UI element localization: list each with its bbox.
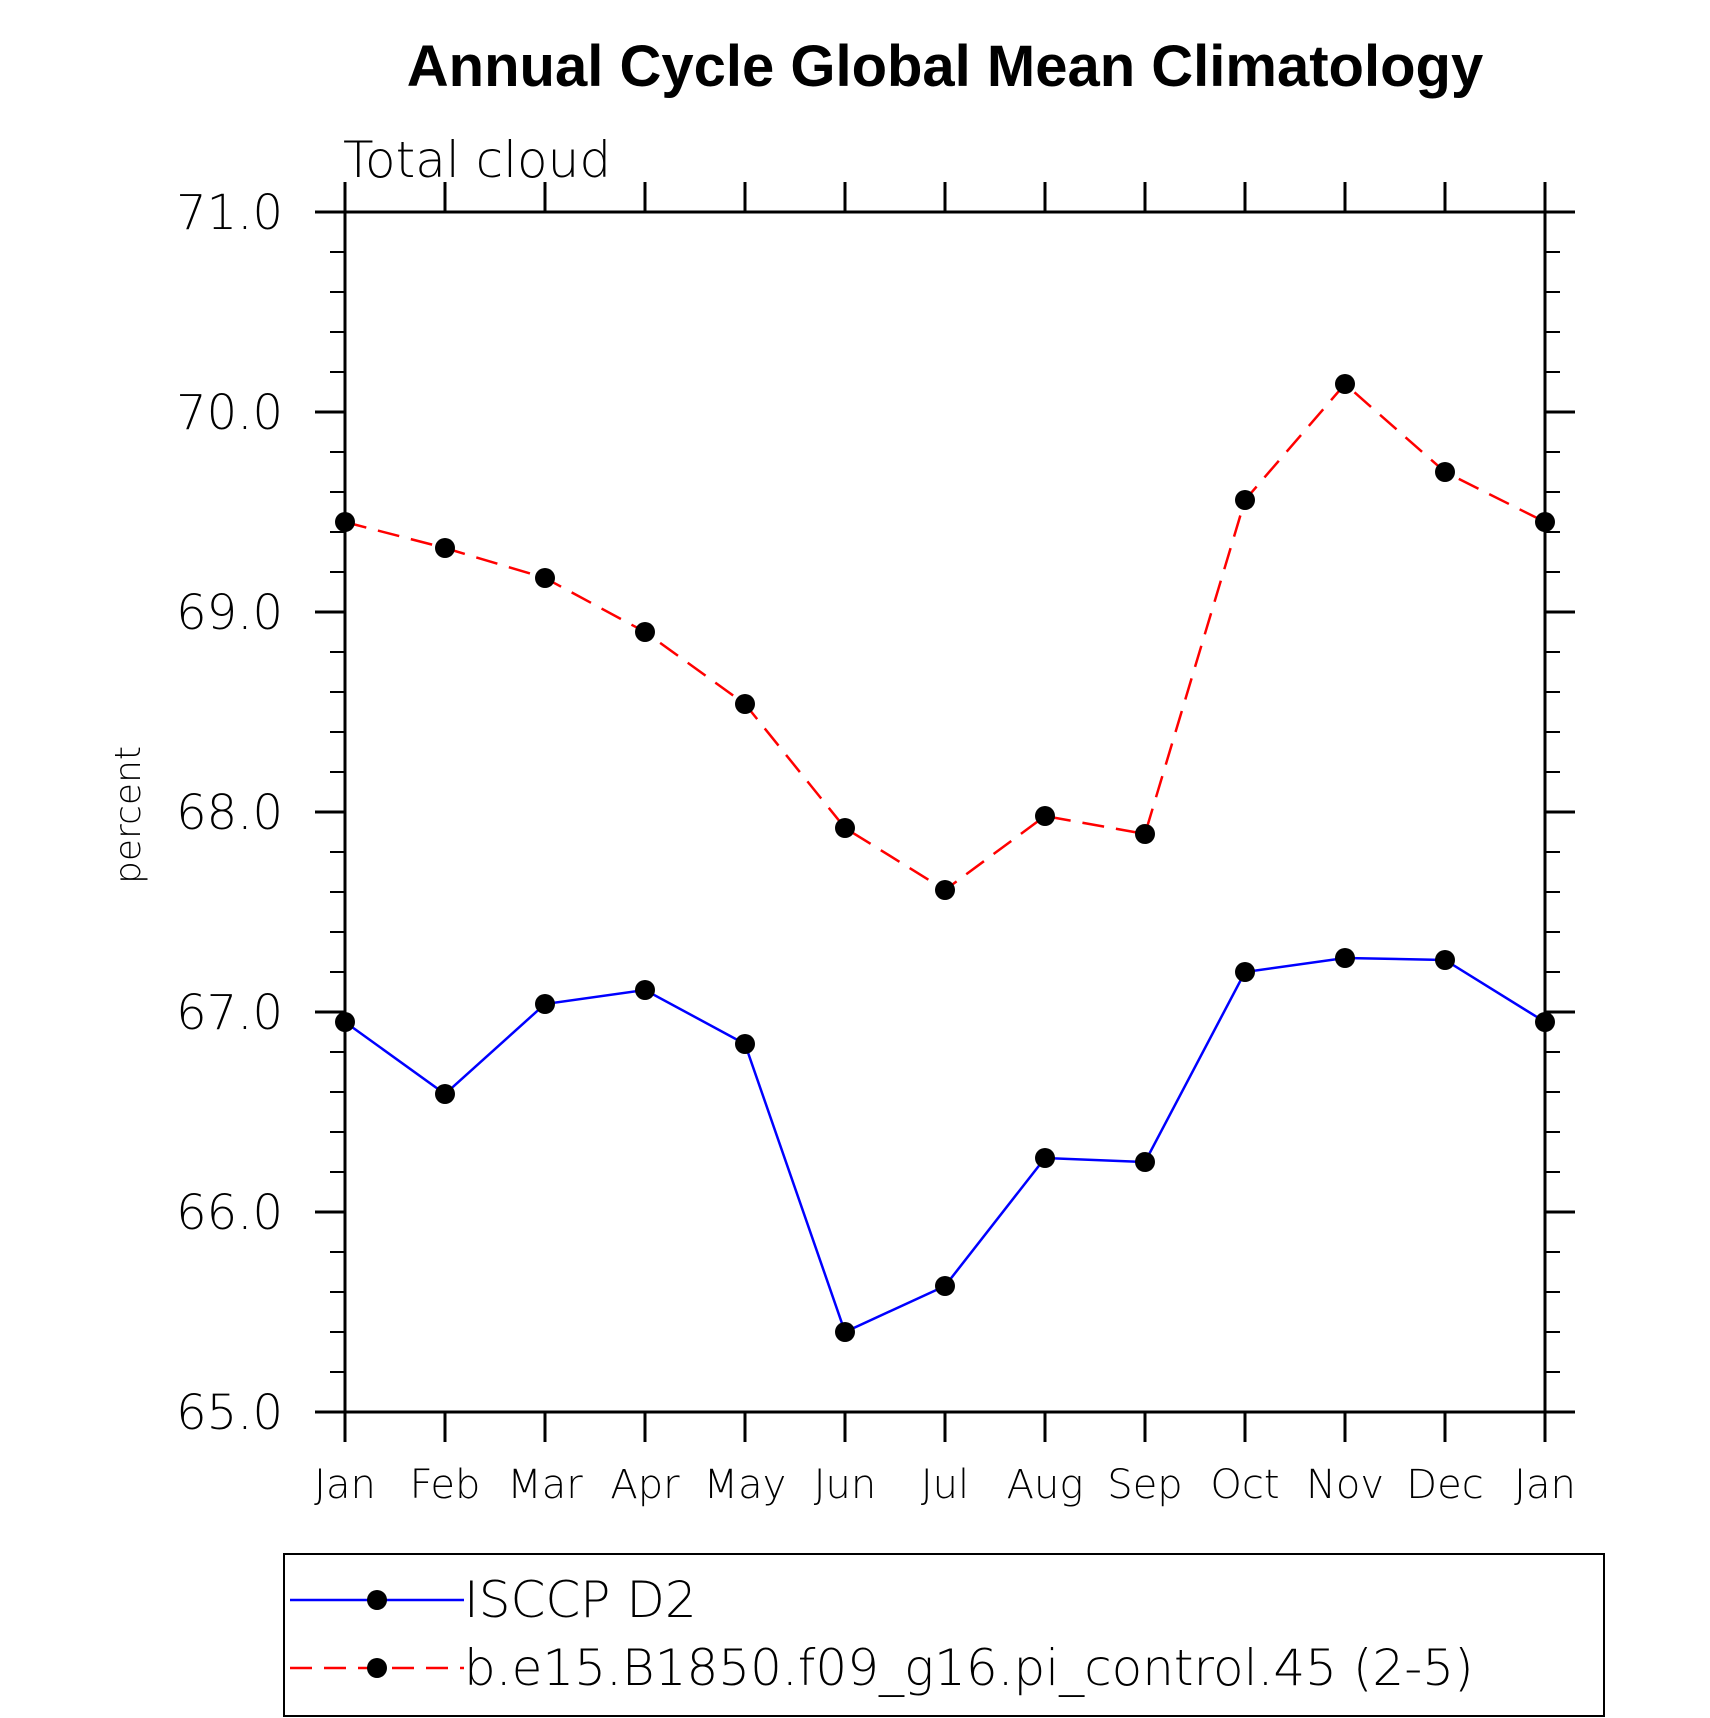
legend-marker — [367, 1658, 387, 1678]
y-tick-label: 71.0 — [176, 185, 283, 241]
legend-box — [283, 1553, 1605, 1717]
x-tick-label: Mar — [507, 1462, 583, 1508]
y-tick-label: 67.0 — [176, 985, 283, 1041]
data-point — [1235, 490, 1255, 510]
x-tick-label: Feb — [410, 1462, 481, 1508]
x-tick-label: May — [704, 1462, 787, 1508]
legend: ISCCP D2 b.e15.B1850.f09_g16.pi_control.4… — [283, 1553, 1605, 1717]
data-point — [1135, 1152, 1155, 1172]
x-tick-label: Jul — [921, 1462, 969, 1508]
x-tick-label: Jan — [1514, 1462, 1576, 1508]
x-tick-label: Nov — [1306, 1462, 1384, 1508]
data-point — [335, 512, 355, 532]
x-axis-ticks: Jan Feb Mar Apr May Jun Jul Aug Sep Oct Nov Dec Jan — [314, 182, 1576, 1508]
x-tick-label: Jun — [814, 1462, 877, 1508]
legend-items: ISCCP D2 b.e15.B1850.f09_g16.pi_control.4… — [290, 1571, 1474, 1697]
data-point — [1135, 824, 1155, 844]
data-point — [835, 1322, 855, 1342]
data-point — [735, 1034, 755, 1054]
data-point — [1035, 806, 1055, 826]
data-point — [1235, 962, 1255, 982]
data-series — [335, 374, 1555, 1342]
data-point — [435, 1084, 455, 1104]
data-point — [1535, 1012, 1555, 1032]
legend-item-1: ISCCP D2 — [290, 1571, 697, 1629]
data-point — [635, 980, 655, 1000]
data-point — [735, 694, 755, 714]
chart-subtitle: Total cloud — [343, 131, 611, 189]
data-point — [935, 1276, 955, 1296]
data-point — [535, 568, 555, 588]
series-2 — [335, 374, 1555, 900]
plot-frame — [343, 210, 1547, 1414]
x-tick-label: Dec — [1406, 1462, 1483, 1508]
data-point — [335, 1012, 355, 1032]
data-point — [635, 622, 655, 642]
data-point — [1035, 1148, 1055, 1168]
data-point — [435, 538, 455, 558]
data-point — [1435, 462, 1455, 482]
data-point — [535, 994, 555, 1014]
data-point — [1335, 374, 1355, 394]
y-axis-label: percent — [108, 746, 149, 884]
series-line — [344, 956, 1546, 1334]
chart-title: Annual Cycle Global Mean Climatology — [407, 34, 1483, 99]
y-tick-label: 70.0 — [176, 385, 283, 441]
series-1 — [335, 948, 1555, 1342]
y-tick-label: 69.0 — [176, 585, 283, 641]
data-point — [1335, 948, 1355, 968]
x-tick-label: Apr — [610, 1462, 680, 1508]
legend-label: ISCCP D2 — [464, 1571, 697, 1629]
data-point — [935, 880, 955, 900]
y-tick-label: 65.0 — [176, 1385, 283, 1441]
x-tick-label: Oct — [1210, 1462, 1279, 1508]
data-point — [1535, 512, 1555, 532]
x-tick-label: Aug — [1007, 1462, 1084, 1508]
legend-item-2: b.e15.B1850.f09_g16.pi_control.45 (2-5) — [290, 1639, 1474, 1697]
y-tick-label: 66.0 — [176, 1185, 283, 1241]
x-tick-label: Jan — [314, 1462, 376, 1508]
y-axis-ticks: 65.0 66.0 67.0 68.0 69.0 70.0 71.0 — [176, 185, 1575, 1441]
series-line — [344, 382, 1546, 892]
x-tick-label: Sep — [1107, 1462, 1182, 1508]
data-point — [835, 818, 855, 838]
legend-label: b.e15.B1850.f09_g16.pi_control.45 (2-5) — [464, 1639, 1474, 1697]
y-tick-label: 68.0 — [176, 785, 283, 841]
data-point — [1435, 950, 1455, 970]
legend-marker — [367, 1590, 387, 1610]
